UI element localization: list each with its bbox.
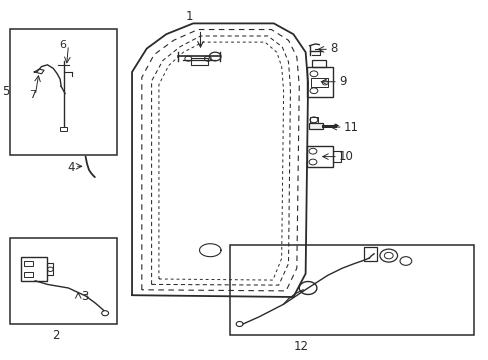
Text: 7: 7 xyxy=(29,90,37,100)
Text: 8: 8 xyxy=(329,42,337,55)
Text: 1: 1 xyxy=(185,10,193,23)
Bar xyxy=(10,238,117,324)
Bar xyxy=(309,117,317,123)
Bar xyxy=(24,261,33,266)
Bar xyxy=(20,257,47,281)
Bar xyxy=(308,123,322,129)
Bar xyxy=(60,127,67,131)
Text: 11: 11 xyxy=(343,121,358,134)
Text: 2: 2 xyxy=(52,329,60,342)
Bar xyxy=(10,29,117,155)
Bar xyxy=(333,151,340,162)
Bar xyxy=(190,58,207,65)
Bar xyxy=(306,67,333,97)
Bar xyxy=(364,247,376,261)
Text: 9: 9 xyxy=(338,75,346,88)
Text: 12: 12 xyxy=(293,340,307,353)
Circle shape xyxy=(102,311,108,316)
Text: 4: 4 xyxy=(67,161,75,174)
Bar xyxy=(310,78,327,87)
Text: 6: 6 xyxy=(59,40,66,50)
Text: 5: 5 xyxy=(2,85,10,98)
Bar xyxy=(306,146,333,167)
Text: 10: 10 xyxy=(338,150,353,163)
Text: 3: 3 xyxy=(81,291,88,303)
Bar xyxy=(24,272,33,277)
Bar xyxy=(229,245,473,335)
Bar xyxy=(47,263,53,275)
Bar xyxy=(312,60,325,67)
